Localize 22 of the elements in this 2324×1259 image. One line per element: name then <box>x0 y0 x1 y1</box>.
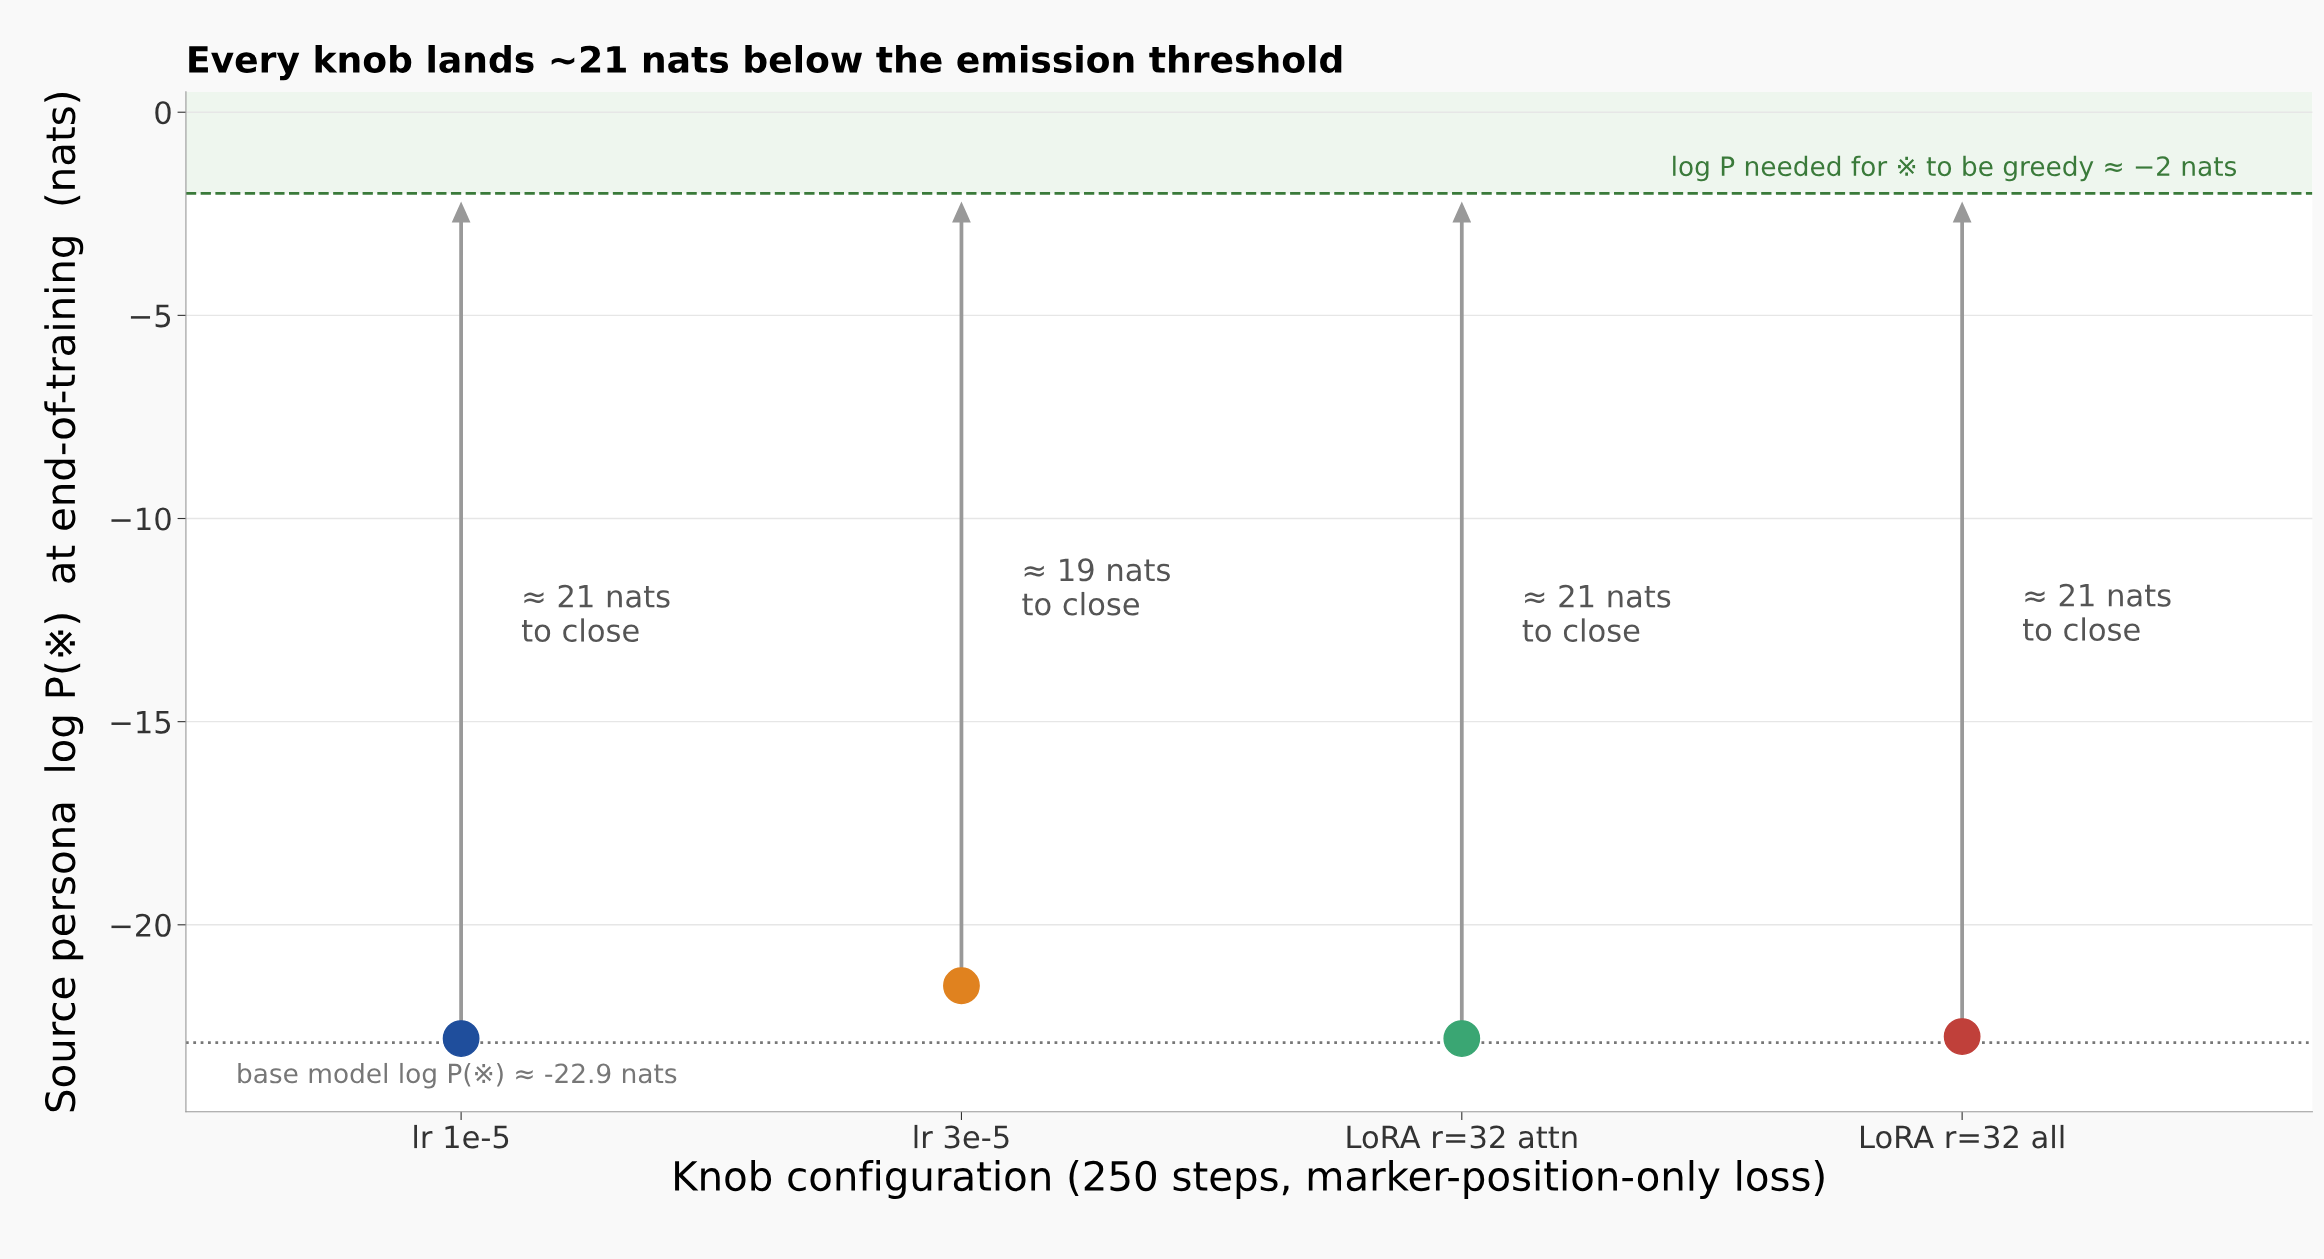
point <box>943 967 980 1005</box>
chart-title: Every knob lands ~21 nats below the emission threshold <box>189 45 1342 81</box>
annotation: ≈ 21 nats to close <box>521 584 670 642</box>
annotation: ≈ 19 nats to close <box>1022 558 1170 616</box>
point <box>1943 1018 1981 1055</box>
annotation: ≈ 21 nats to close <box>2023 583 2171 641</box>
y-tick-label: −15 <box>111 710 171 734</box>
y-tick-label: 0 <box>155 101 171 125</box>
x-tick-label: LoRA r=32 attn <box>1347 1125 1577 1149</box>
ref-line-label: log P needed for ※ to be greedy ≈ −2 nats <box>1673 155 2237 182</box>
y-tick-label: −10 <box>111 507 171 531</box>
y-tick-label: −20 <box>111 913 171 937</box>
y-axis-title: Source persona log P(※) at end-of-training (nats) <box>44 93 84 1112</box>
x-axis-title: Knob configuration (250 steps, marker-position-only loss) <box>675 1160 1824 1199</box>
annotation: ≈ 21 nats to close <box>1522 584 1671 642</box>
y-tick-label: −5 <box>130 304 171 328</box>
x-tick-label: lr 3e-5 <box>914 1124 1009 1149</box>
x-tick-label: LoRA r=32 all <box>1861 1124 2064 1149</box>
x-tick-label: lr 1e-5 <box>414 1124 509 1149</box>
point <box>1443 1020 1481 1057</box>
ref-line-label: base model log P(※) ≈ -22.9 nats <box>238 1062 677 1089</box>
point <box>442 1020 480 1057</box>
